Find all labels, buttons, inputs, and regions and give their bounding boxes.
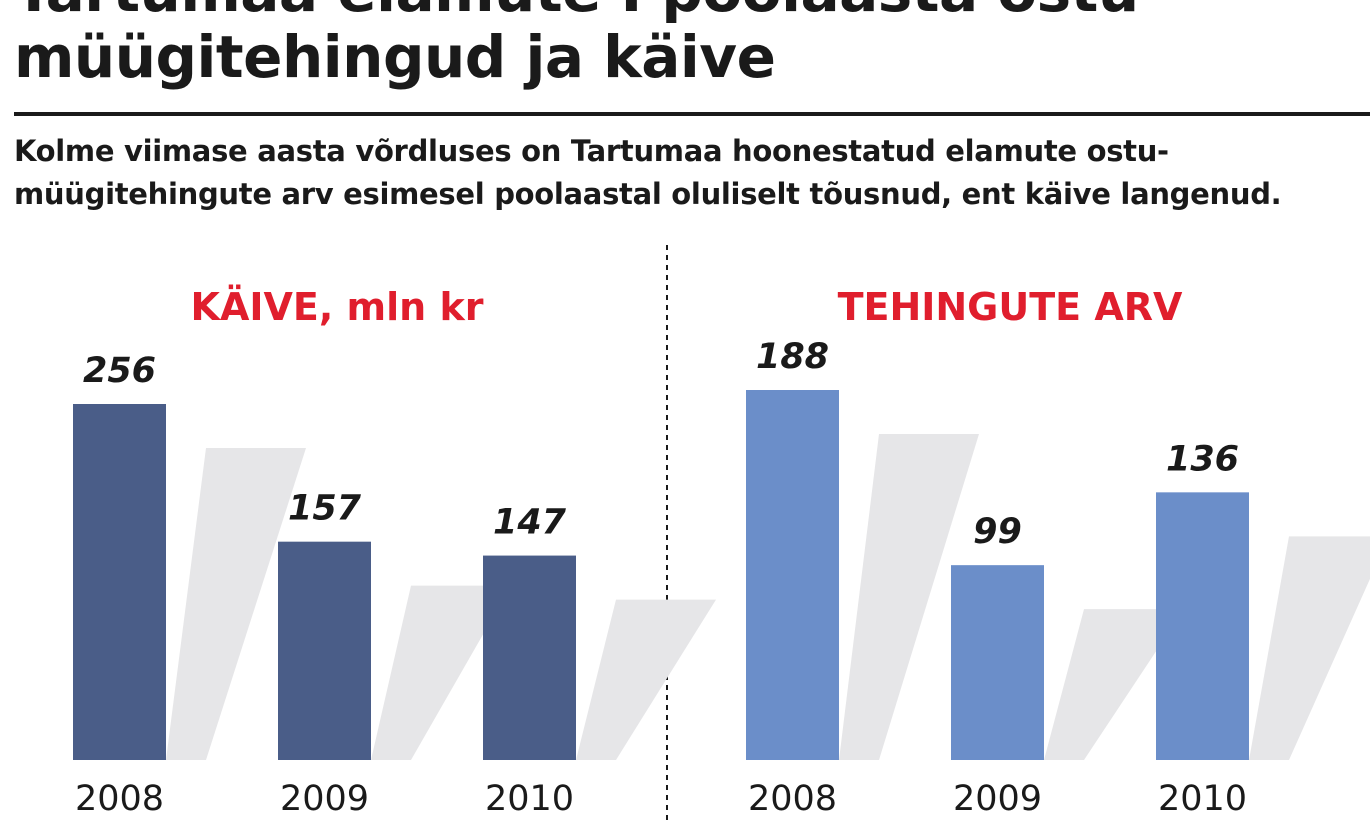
value-label: 147 xyxy=(493,503,567,543)
bar-shadow xyxy=(371,585,511,760)
x-tick-label: 2009 xyxy=(280,779,369,819)
bar-shadow xyxy=(1249,536,1370,760)
chart-tehingud: TEHINGUTE ARV 188 99 136 2008 2009 2010 xyxy=(746,285,1370,819)
bar-shadow xyxy=(166,448,306,760)
chart-kaive: KÄIVE, mln kr 256 157 147 2008 2009 2010 xyxy=(73,285,716,819)
value-label: 188 xyxy=(756,337,829,377)
infographic-subtitle: Kolme viimase aasta võrdluses on Tartuma… xyxy=(14,134,1282,211)
bars-kaive xyxy=(73,404,576,760)
shadows-kaive xyxy=(166,448,716,760)
bar xyxy=(746,390,839,760)
shadows-tehingud xyxy=(839,434,1370,760)
year-labels-tehingud: 2008 2009 2010 xyxy=(748,779,1247,819)
value-label: 157 xyxy=(288,489,362,529)
year-labels-kaive: 2008 2009 2010 xyxy=(75,779,574,819)
bar-shadow xyxy=(839,434,979,760)
infographic-title: Tartumaa elamute I poolaasta ostu-müügit… xyxy=(14,0,1163,91)
title-divider xyxy=(14,112,1370,116)
x-tick-label: 2010 xyxy=(1158,779,1247,819)
chart-title-tehingud: TEHINGUTE ARV xyxy=(838,285,1183,329)
value-label: 99 xyxy=(973,512,1022,552)
value-labels-kaive: 256 157 147 xyxy=(83,351,567,543)
bar xyxy=(1156,492,1249,760)
bar xyxy=(483,555,576,760)
value-label: 256 xyxy=(83,351,156,391)
bar xyxy=(951,565,1044,760)
x-tick-label: 2008 xyxy=(748,779,837,819)
bars-tehingud xyxy=(746,390,1249,760)
x-tick-label: 2008 xyxy=(75,779,164,819)
value-label: 136 xyxy=(1166,439,1239,479)
bar-shadow xyxy=(576,599,716,760)
x-tick-label: 2010 xyxy=(485,779,574,819)
value-labels-tehingud: 188 99 136 xyxy=(756,337,1239,552)
bar xyxy=(278,541,371,760)
chart-title-kaive: KÄIVE, mln kr xyxy=(191,285,484,329)
bar-shadow xyxy=(1044,609,1184,760)
x-tick-label: 2009 xyxy=(953,779,1042,819)
bar xyxy=(73,404,166,760)
